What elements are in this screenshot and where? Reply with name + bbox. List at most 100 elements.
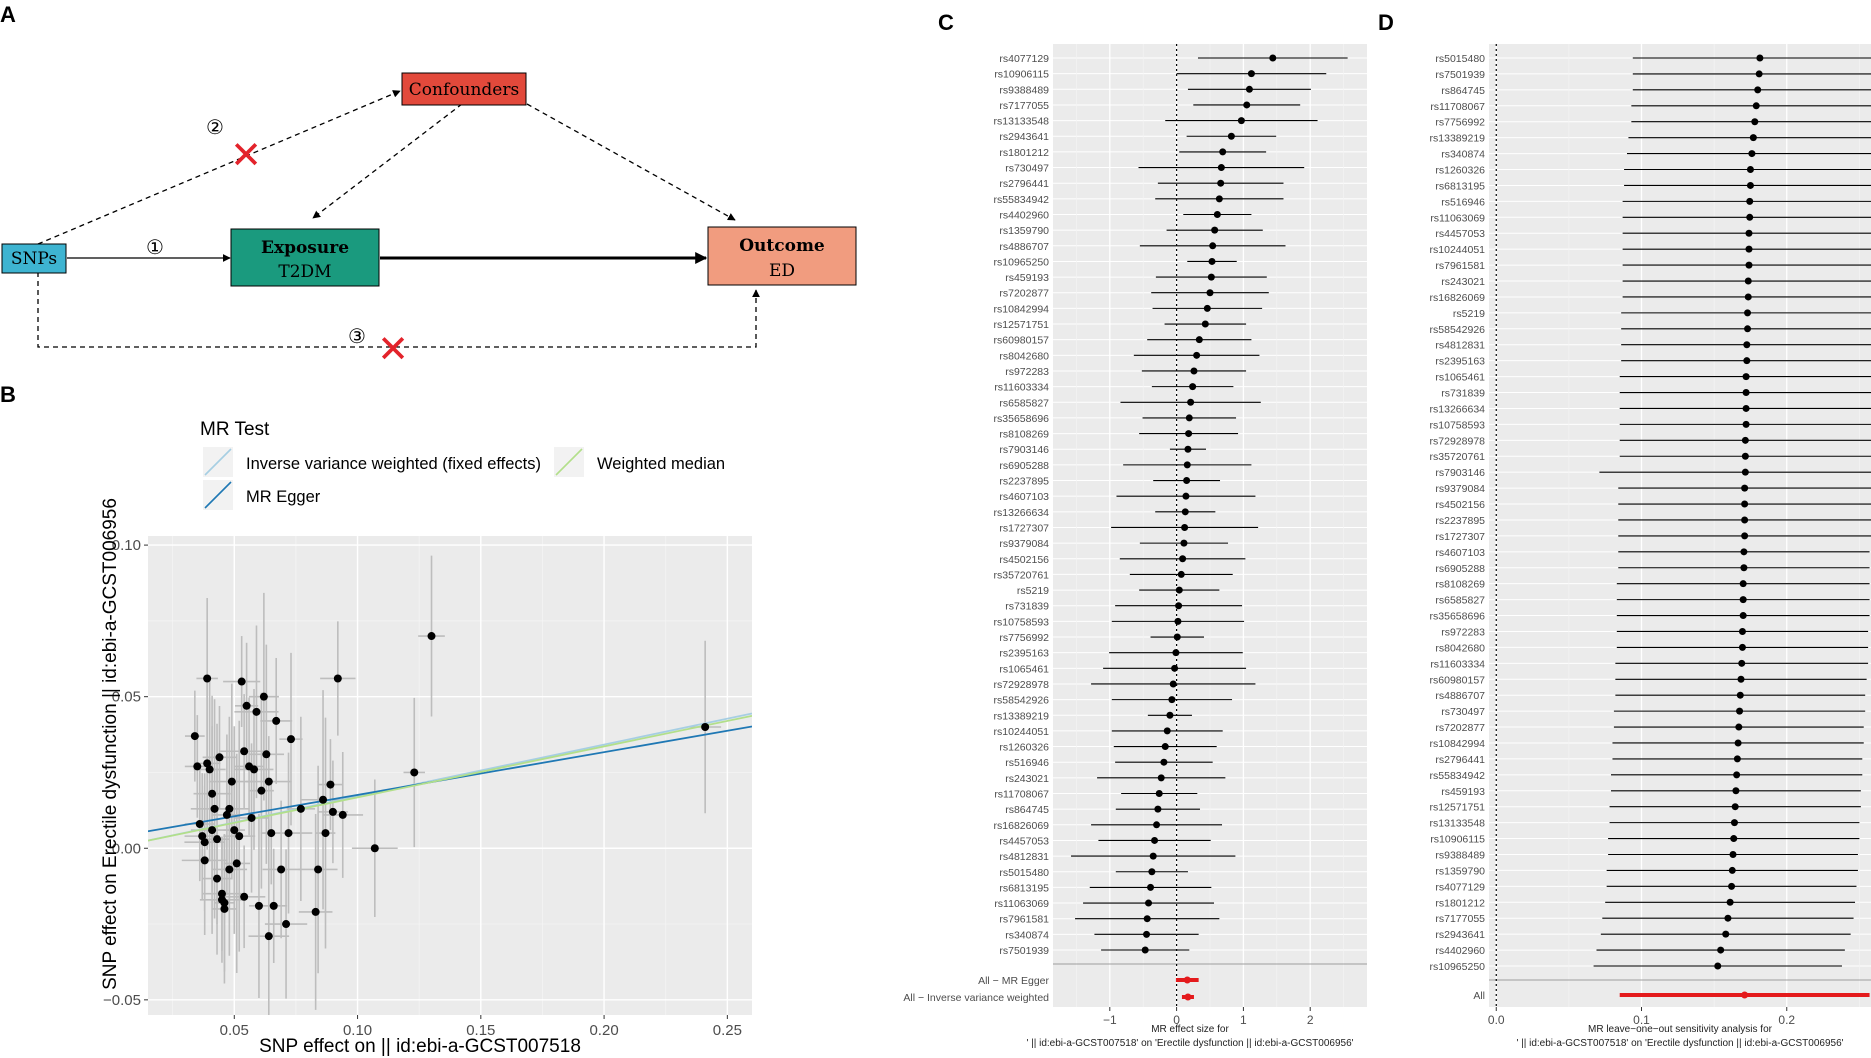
effect-point xyxy=(1217,164,1225,172)
legend: Inverse variance weighted (fixed effects… xyxy=(203,447,725,510)
snp-label: rs4077129 xyxy=(999,53,1049,65)
snp-label: rs864745 xyxy=(1441,85,1485,97)
scatter-point xyxy=(296,804,305,813)
scatter-point xyxy=(213,835,222,844)
effect-point xyxy=(1143,915,1151,923)
snp-label: rs864745 xyxy=(1005,804,1049,816)
scatter-point xyxy=(190,732,199,741)
effect-point xyxy=(1145,899,1153,907)
snp-label: rs72928978 xyxy=(994,679,1050,691)
snp-label: rs4607103 xyxy=(1435,547,1485,559)
snp-label: rs2796441 xyxy=(1435,754,1485,766)
snp-label: rs10965250 xyxy=(994,256,1050,268)
effect-point xyxy=(1193,351,1201,359)
mr-diagram: SNPs Confounders Exposure T2DM Outcome E… xyxy=(1,72,857,371)
snp-label: rs8042680 xyxy=(999,350,1049,362)
effect-point xyxy=(1148,868,1156,876)
snp-label: rs1801212 xyxy=(999,147,1049,159)
snp-label: rs6813195 xyxy=(999,882,1049,894)
forest-c-x-axis-title-line2: ' || id:ebi-a-GCST007518' on 'Erectile d… xyxy=(1026,1038,1353,1049)
snp-label: rs1065461 xyxy=(1435,372,1485,384)
effect-point xyxy=(1219,148,1227,156)
forest-c-x-axis-title-line1: MR effect size for xyxy=(1151,1024,1229,1035)
scatter-point xyxy=(267,829,276,838)
outcome-subtitle: ED xyxy=(769,261,795,281)
scatter-point xyxy=(203,759,212,768)
summary-point xyxy=(1741,991,1749,999)
snp-label: rs516946 xyxy=(1441,196,1485,208)
snp-label: rs7961581 xyxy=(999,914,1049,926)
snp-label: rs2237895 xyxy=(1435,515,1485,527)
scatter-point xyxy=(257,786,266,795)
scatter-point xyxy=(259,692,268,701)
snps-label: SNPs xyxy=(11,249,57,269)
snp-label: rs730497 xyxy=(1005,163,1049,175)
snp-label: rs4077129 xyxy=(1435,881,1485,893)
y-tick-label: 0.10 xyxy=(112,537,141,554)
scatter-point xyxy=(220,898,229,907)
snp-label: rs11063069 xyxy=(1430,212,1485,224)
snp-label: rs2943641 xyxy=(1435,929,1485,941)
scatter-point xyxy=(338,810,347,819)
snp-label: rs4607103 xyxy=(999,491,1049,503)
summary-label: All − MR Egger xyxy=(978,975,1049,987)
effect-point xyxy=(1207,273,1215,281)
panel-letter-c: C xyxy=(938,10,954,35)
snp-label: rs7903146 xyxy=(1435,467,1485,479)
path-confounders-to-outcome xyxy=(526,103,736,221)
effect-point xyxy=(1729,850,1737,858)
plot-background xyxy=(1489,44,1871,1007)
y-tick-label: 0.05 xyxy=(112,689,141,706)
snp-label: rs1801212 xyxy=(1435,897,1485,909)
effect-point xyxy=(1166,711,1174,719)
outcome-title: Outcome xyxy=(739,236,825,256)
x-tick-label: 0.15 xyxy=(466,1022,495,1039)
effect-point xyxy=(1143,930,1151,938)
scatter-point xyxy=(208,826,217,835)
scatter-point xyxy=(208,789,217,798)
effect-point xyxy=(1746,197,1754,205)
snp-label: rs11708067 xyxy=(1430,101,1485,113)
snp-label: rs10244051 xyxy=(994,726,1050,738)
snp-label: rs972283 xyxy=(1005,366,1049,378)
outcome-box xyxy=(707,226,857,286)
x-tick-label: 0.2 xyxy=(1778,1013,1795,1027)
scatter-point xyxy=(264,777,273,786)
plot-content xyxy=(148,555,752,1015)
forest-d-x-axis-title-line2: ' || id:ebi-a-GCST007518' on 'Erectile d… xyxy=(1516,1038,1843,1049)
snp-label: rs35658696 xyxy=(994,413,1050,425)
effect-point xyxy=(1741,484,1749,492)
effect-point xyxy=(1741,532,1749,540)
snp-label: rs10965250 xyxy=(1430,961,1486,973)
snp-label: rs4502156 xyxy=(999,554,1049,566)
snp-label: rs35658696 xyxy=(1430,611,1486,623)
scatter-point xyxy=(240,747,249,756)
snp-label: rs1727307 xyxy=(999,522,1049,534)
effect-point xyxy=(1714,962,1722,970)
snp-label: rs730497 xyxy=(1441,706,1485,718)
x-tick-label: 0.1 xyxy=(1633,1013,1650,1027)
snp-label: rs8108269 xyxy=(1435,579,1485,591)
effect-point xyxy=(1203,304,1211,312)
snp-label: rs7177055 xyxy=(999,100,1049,112)
scatter-point xyxy=(314,865,323,874)
scatter-chart: MR Test Inverse variance weighted (fixed… xyxy=(100,419,752,1057)
snp-label: rs6905288 xyxy=(1435,563,1485,575)
snp-label: rs1065461 xyxy=(999,663,1049,675)
snp-label: rs11603334 xyxy=(1430,658,1485,670)
effect-point xyxy=(1738,643,1746,651)
scatter-x-axis-title: SNP effect on || id:ebi-a-GCST007518 xyxy=(259,1036,581,1057)
scatter-point xyxy=(222,810,231,819)
effect-point xyxy=(1739,612,1747,620)
effect-point xyxy=(1247,70,1255,78)
snp-label: rs4457053 xyxy=(1435,228,1485,240)
snp-label: rs2395163 xyxy=(1435,356,1485,368)
scatter-point xyxy=(203,674,212,683)
effect-point xyxy=(1185,414,1193,422)
snp-label: rs4502156 xyxy=(1435,499,1485,511)
scatter-point xyxy=(410,768,419,777)
scatter-point xyxy=(200,856,209,865)
snp-label: rs7177055 xyxy=(1435,913,1485,925)
effect-point xyxy=(1147,883,1155,891)
snp-label: rs243021 xyxy=(1005,773,1049,785)
